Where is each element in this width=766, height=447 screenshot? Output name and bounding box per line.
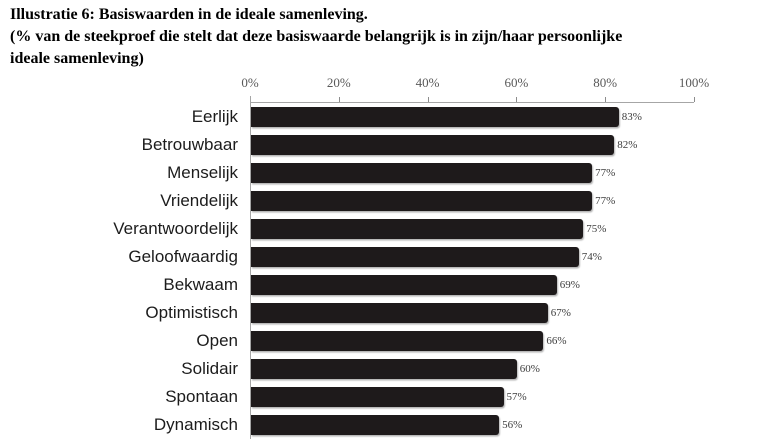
bar-row: Betrouwbaar 82%	[0, 131, 766, 159]
category-label: Solidair	[181, 359, 238, 378]
figure-subtitle-line-1: (% van de steekproef die stelt dat deze …	[10, 28, 623, 45]
bar	[251, 275, 557, 295]
bar-row: Spontaan 57%	[0, 383, 766, 411]
bar-track: 60%	[251, 358, 766, 380]
bar	[251, 331, 544, 351]
x-axis-tick-label: 80%	[593, 75, 618, 90]
value-label: 82%	[617, 139, 638, 151]
axis-tick-mark	[516, 97, 518, 102]
category-label: Spontaan	[165, 387, 238, 406]
bar-track: 77%	[251, 162, 766, 184]
figure-title-block: Illustratie 6: Basiswaarden in de ideale…	[10, 4, 762, 70]
category-label: Vriendelijk	[160, 191, 238, 210]
value-label: 60%	[519, 363, 540, 375]
axis-tick-mark	[605, 97, 607, 102]
value-label: 57%	[506, 391, 527, 403]
bar	[251, 415, 500, 435]
category-label: Open	[196, 331, 238, 350]
value-label: 66%	[546, 335, 567, 347]
bar	[251, 191, 593, 211]
bar-row: Optimistisch 67%	[0, 299, 766, 327]
bar-track: 83%	[251, 106, 766, 128]
bar-track: 75%	[251, 218, 766, 240]
category-label: Verantwoordelijk	[113, 219, 238, 238]
value-label: 67%	[550, 307, 571, 319]
bar	[251, 107, 619, 127]
bar	[251, 163, 593, 183]
bar	[251, 135, 615, 155]
category-label: Bekwaam	[163, 275, 238, 294]
category-label: Dynamisch	[153, 415, 238, 434]
category-label: Eerlijk	[191, 107, 238, 126]
x-axis-tick-label: 0%	[241, 75, 259, 90]
bar-row: Verantwoordelijk 75%	[0, 215, 766, 243]
bar-track: 56%	[251, 414, 766, 436]
bar-row: Vriendelijk 77%	[0, 187, 766, 215]
bar-track: 74%	[251, 246, 766, 268]
bar-track: 82%	[251, 134, 766, 156]
category-label: Betrouwbaar	[141, 135, 238, 154]
value-label: 69%	[559, 279, 580, 291]
x-axis-tick-label: 60%	[504, 75, 529, 90]
x-axis-tick-label: 20%	[326, 75, 351, 90]
value-label: 77%	[595, 167, 616, 179]
bar-row: Menselijk 77%	[0, 159, 766, 187]
bar	[251, 359, 517, 379]
axis-tick-mark	[338, 97, 340, 102]
category-label: Menselijk	[167, 163, 238, 182]
x-axis-tick-label: 40%	[415, 75, 440, 90]
axis-tick-mark	[427, 97, 429, 102]
bar	[251, 387, 504, 407]
bar-rows: Eerlijk 83% Betrouwbaar 82% Menselijk 77% Vrie…	[0, 103, 766, 439]
bar-row: Dynamisch 56%	[0, 411, 766, 439]
category-label: Optimistisch	[145, 303, 238, 322]
bar-track: 66%	[251, 330, 766, 352]
bar-row: Solidair 60%	[0, 355, 766, 383]
bar-track: 57%	[251, 386, 766, 408]
value-label: 75%	[586, 223, 607, 235]
bar-row: Eerlijk 83%	[0, 103, 766, 131]
figure-subtitle-line-2: ideale samenleving)	[10, 50, 144, 67]
value-label: 74%	[581, 251, 602, 263]
bar	[251, 303, 548, 323]
figure-title: Illustratie 6: Basiswaarden in de ideale…	[10, 6, 368, 23]
value-label: 77%	[595, 195, 616, 207]
y-axis-line	[250, 96, 251, 439]
axis-tick-mark	[694, 97, 695, 102]
bar-row: Open 66%	[0, 327, 766, 355]
bar-track: 69%	[251, 274, 766, 296]
bar	[251, 247, 579, 267]
bar-row: Bekwaam 69%	[0, 271, 766, 299]
value-label: 83%	[621, 111, 642, 123]
bar	[251, 219, 584, 239]
bar-track: 67%	[251, 302, 766, 324]
category-label: Geloofwaardig	[128, 247, 238, 266]
x-axis-tick-label: 100%	[678, 75, 710, 90]
value-label: 56%	[502, 419, 523, 431]
bar-track: 77%	[251, 190, 766, 212]
bar-row: Geloofwaardig 74%	[0, 243, 766, 271]
